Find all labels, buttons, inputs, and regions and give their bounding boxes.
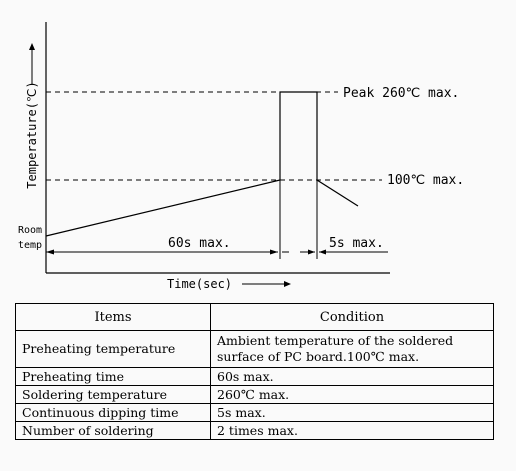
soldering-profile-diagram: Temperature(℃) Peak 260℃ max. 100℃ max. … [18,22,464,291]
temperature-profile-line [45,91,359,237]
dip-time-label: 5s max. [329,236,384,251]
preheat-time-label: 60s max. [168,236,231,251]
x-axis-label: Time(sec) [167,277,232,291]
y-axis-arrowhead [29,43,35,50]
condition-cell: 60s max. [210,367,494,386]
room-temp-label-line2: temp [18,240,42,251]
soldering-condition-table: Items Condition Preheating temperature A… [15,303,494,440]
condition-cell: Ambient temperature of the soldered surf… [210,330,494,368]
dip-time-arrow-right [308,249,315,255]
peak-label: Peak 260℃ max. [343,86,459,101]
item-cell: Continuous dipping time [15,403,211,422]
condition-line: surface of PC board.100℃ max. [217,349,420,364]
table-row: Continuous dipping time 5s max. [15,403,494,422]
item-cell: Number of soldering [15,421,211,440]
preheat-time-arrow-right [270,249,278,255]
table-row: Preheating time 60s max. [15,367,494,386]
room-temp-label-line1: Room [18,225,42,236]
item-cell: Preheating time [15,367,211,386]
item-cell: Preheating temperature [15,330,211,368]
header-condition: Condition [210,303,494,331]
x-axis-arrowhead [284,281,291,287]
dip-time-arrow-start [319,249,326,255]
table-header-row: Items Condition [15,303,494,331]
condition-cell: 5s max. [210,403,494,422]
table-row: Soldering temperature 260℃ max. [15,385,494,404]
condition-line: Ambient temperature of the soldered [217,333,454,348]
item-cell: Soldering temperature [15,385,211,404]
preheat-time-arrow-left [46,249,54,255]
table-row: Number of soldering 2 times max. [15,421,494,440]
table-row: Preheating temperature Ambient temperatu… [15,330,494,368]
condition-cell: 260℃ max. [210,385,494,404]
condition-cell: 2 times max. [210,421,494,440]
preheat-temp-label: 100℃ max. [387,173,464,188]
y-axis-label: Temperature(℃) [25,81,39,188]
header-items: Items [15,303,211,331]
